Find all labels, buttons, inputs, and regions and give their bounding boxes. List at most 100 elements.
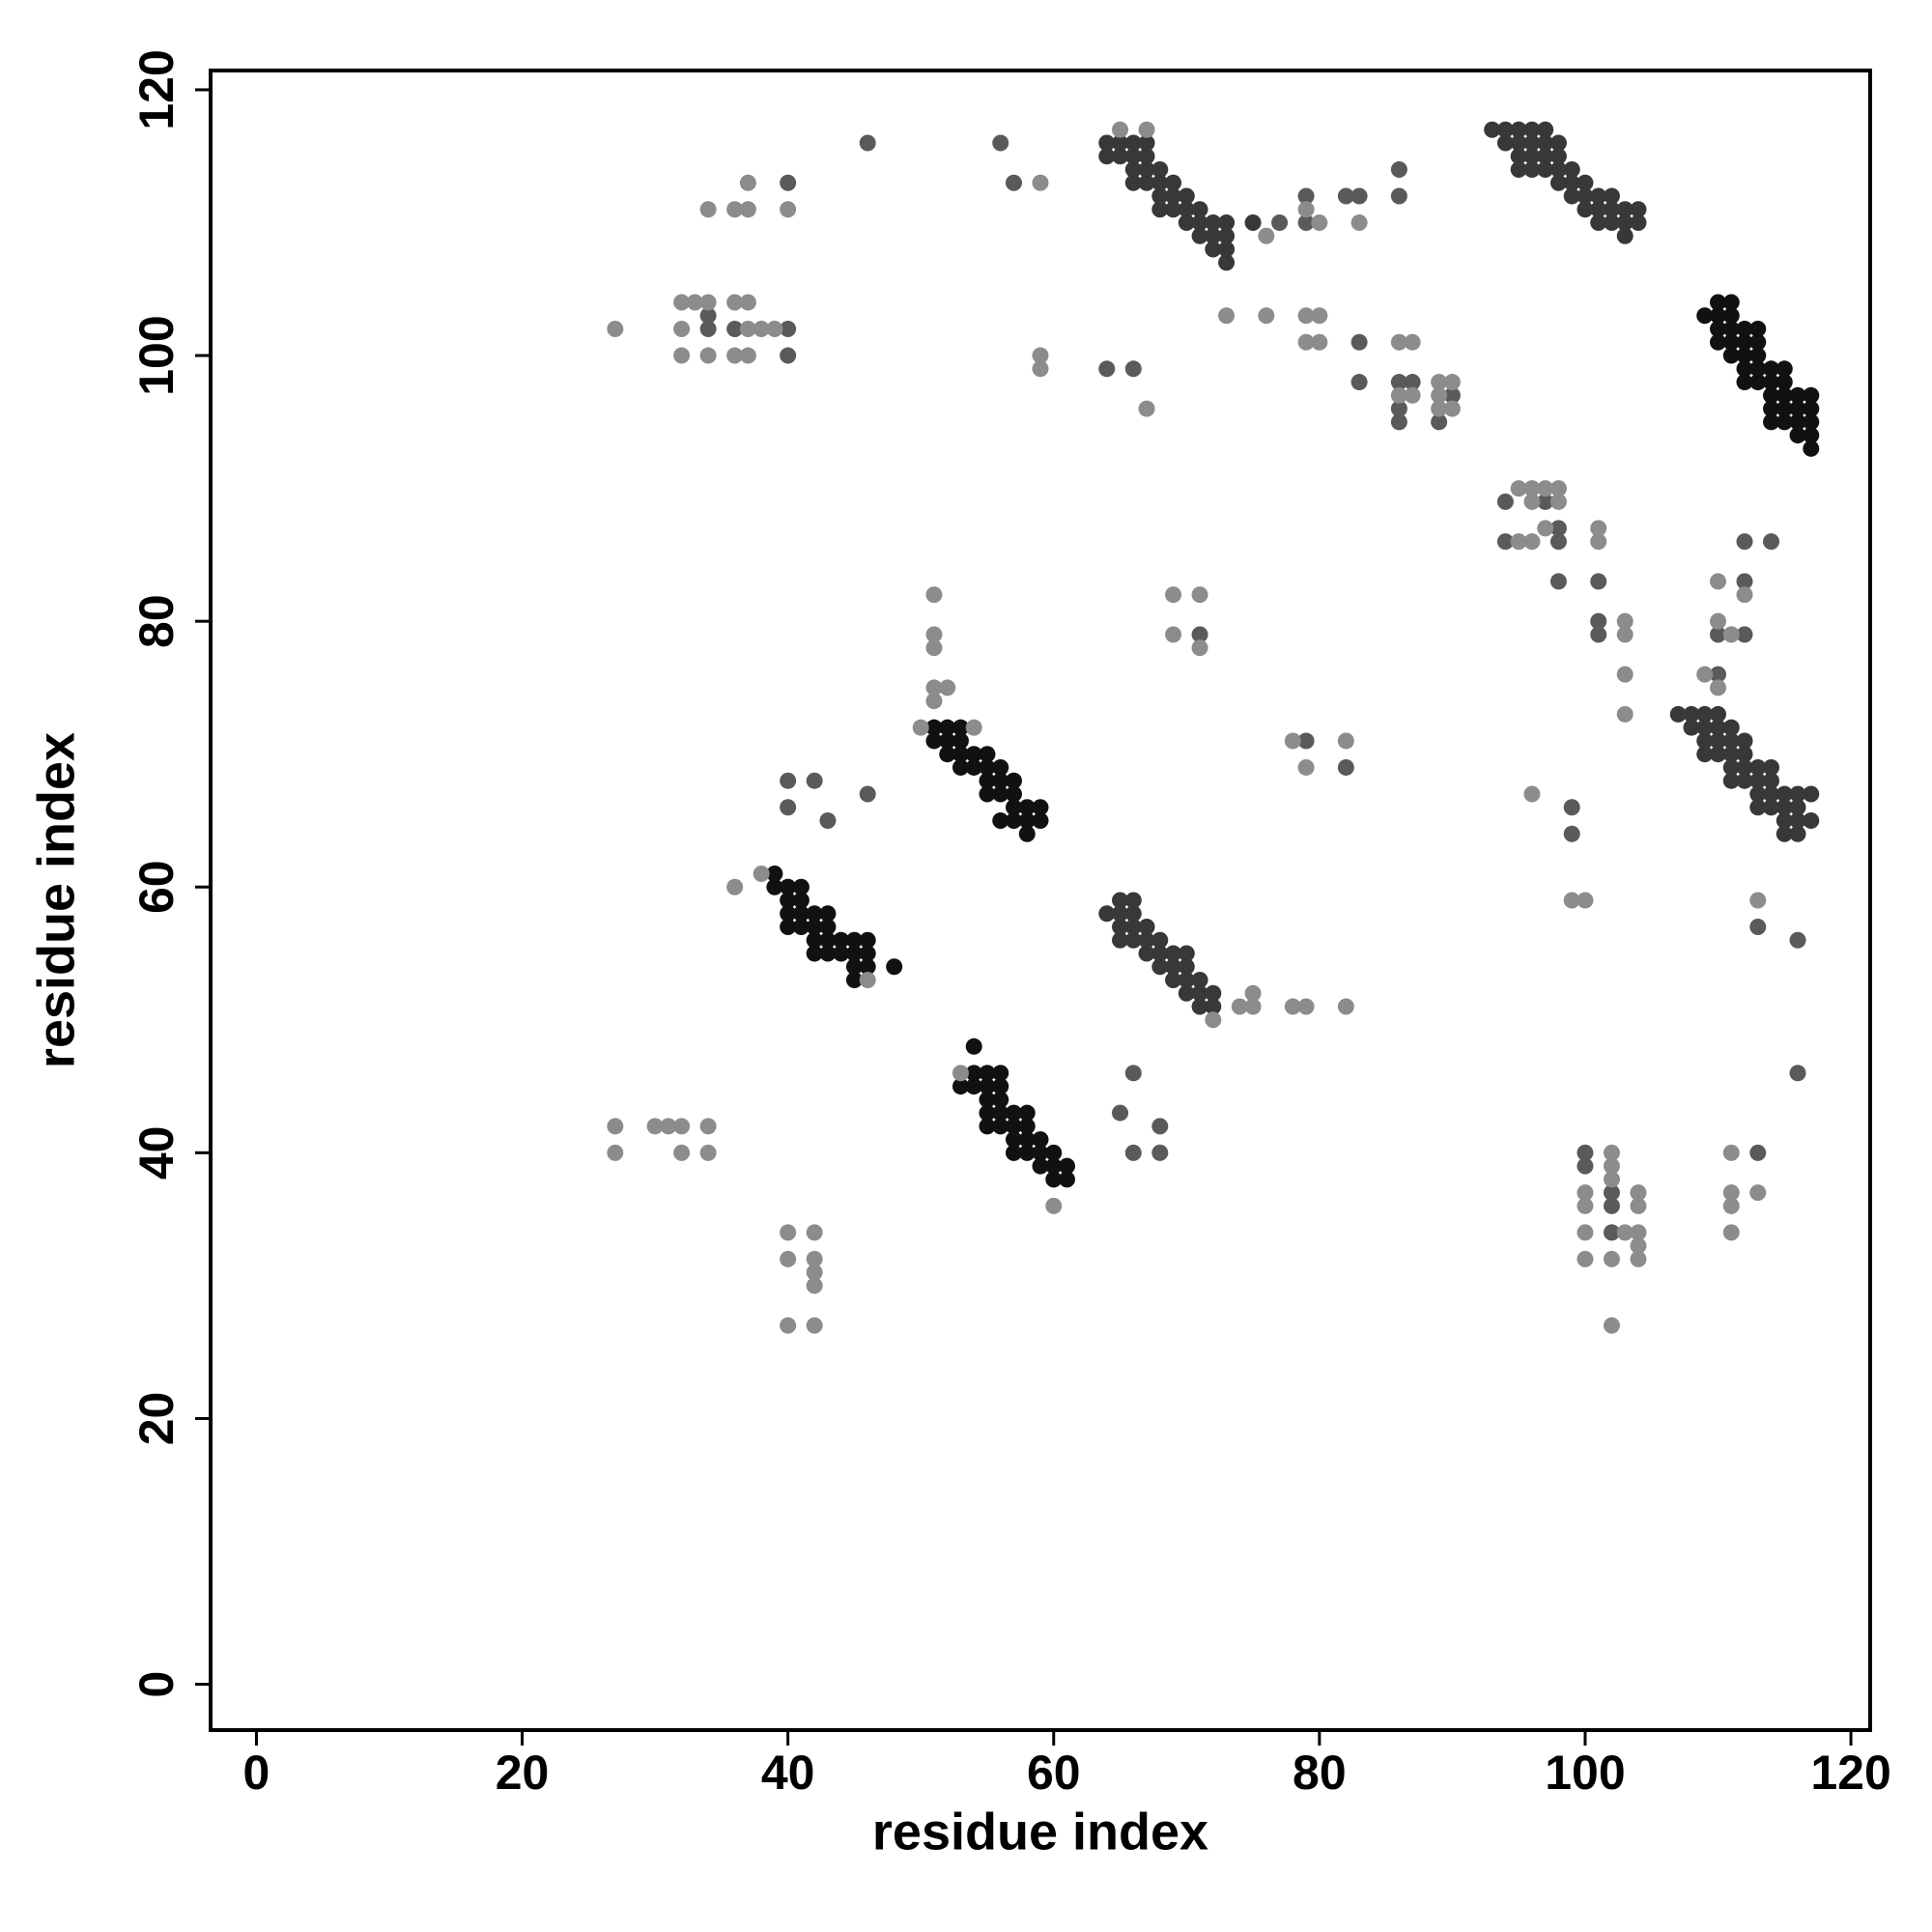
point	[1749, 347, 1767, 364]
point	[1297, 307, 1315, 325]
point	[1603, 1197, 1620, 1214]
point	[1537, 520, 1554, 537]
point	[1749, 1144, 1767, 1161]
point	[1749, 919, 1767, 936]
point	[1138, 174, 1155, 191]
point	[1763, 758, 1780, 776]
point	[1722, 333, 1740, 351]
point	[1231, 998, 1248, 1015]
point	[1191, 213, 1208, 231]
point	[1549, 480, 1567, 497]
point	[965, 746, 982, 763]
point	[1151, 931, 1169, 949]
point	[1722, 758, 1740, 776]
point	[1616, 201, 1634, 218]
point	[1630, 1184, 1647, 1202]
point	[673, 321, 691, 338]
point	[1776, 825, 1793, 842]
point	[1736, 360, 1753, 378]
point	[1710, 626, 1727, 643]
point	[1390, 374, 1407, 391]
point	[1124, 905, 1142, 923]
point	[1710, 294, 1727, 311]
y-tick-label: 0	[129, 1671, 184, 1698]
point	[1018, 1118, 1036, 1135]
point	[859, 134, 876, 152]
point	[1404, 333, 1421, 351]
point	[660, 1118, 677, 1135]
point	[1763, 400, 1780, 417]
point	[1763, 785, 1780, 803]
point	[1749, 785, 1767, 803]
point	[1337, 187, 1354, 205]
point	[1311, 307, 1328, 325]
point	[1005, 174, 1022, 191]
point	[1736, 333, 1753, 351]
point	[1722, 1197, 1740, 1214]
point	[1032, 1131, 1049, 1149]
point	[1789, 825, 1806, 842]
point	[1789, 811, 1806, 829]
point	[1390, 160, 1407, 178]
point	[1218, 307, 1236, 325]
point	[992, 758, 1009, 776]
point	[1549, 174, 1567, 191]
point	[1178, 984, 1195, 1002]
point	[1590, 533, 1607, 551]
point	[1297, 187, 1315, 205]
point	[1018, 825, 1036, 842]
point	[1722, 1144, 1740, 1161]
point	[1484, 121, 1501, 138]
point	[1537, 480, 1554, 497]
point	[1390, 333, 1407, 351]
point	[1537, 121, 1554, 138]
point	[1205, 227, 1222, 244]
point	[792, 905, 810, 923]
point	[1151, 1144, 1169, 1161]
point	[1018, 811, 1036, 829]
point	[1138, 121, 1155, 138]
point	[1710, 705, 1727, 723]
point	[1205, 213, 1222, 231]
point	[1616, 666, 1634, 683]
point	[925, 586, 943, 604]
point	[1537, 160, 1554, 178]
point	[1776, 799, 1793, 816]
point	[1630, 1224, 1647, 1241]
point	[1404, 386, 1421, 404]
point	[806, 1277, 823, 1294]
point	[979, 746, 996, 763]
point	[673, 1118, 691, 1135]
point	[1005, 1104, 1022, 1122]
point	[1590, 520, 1607, 537]
point	[1165, 174, 1182, 191]
point	[845, 945, 863, 962]
point	[1749, 772, 1767, 789]
point	[1390, 187, 1407, 205]
plot-frame	[209, 69, 1872, 1732]
point	[1431, 400, 1448, 417]
point	[1496, 121, 1514, 138]
point	[780, 919, 797, 936]
point	[1124, 160, 1142, 178]
point	[607, 1118, 624, 1135]
point	[1590, 187, 1607, 205]
point	[1710, 666, 1727, 683]
point	[1138, 148, 1155, 165]
point	[753, 321, 770, 338]
point	[1710, 732, 1727, 750]
point	[992, 1078, 1009, 1095]
point	[780, 174, 797, 191]
point	[806, 1224, 823, 1241]
point	[766, 321, 783, 338]
point	[1191, 998, 1208, 1015]
point	[1218, 213, 1236, 231]
point	[1138, 945, 1155, 962]
point	[1350, 374, 1368, 391]
point	[607, 1144, 624, 1161]
point	[739, 347, 756, 364]
point	[1178, 945, 1195, 962]
point	[1577, 1197, 1594, 1214]
point	[1045, 1157, 1063, 1175]
point	[1722, 626, 1740, 643]
